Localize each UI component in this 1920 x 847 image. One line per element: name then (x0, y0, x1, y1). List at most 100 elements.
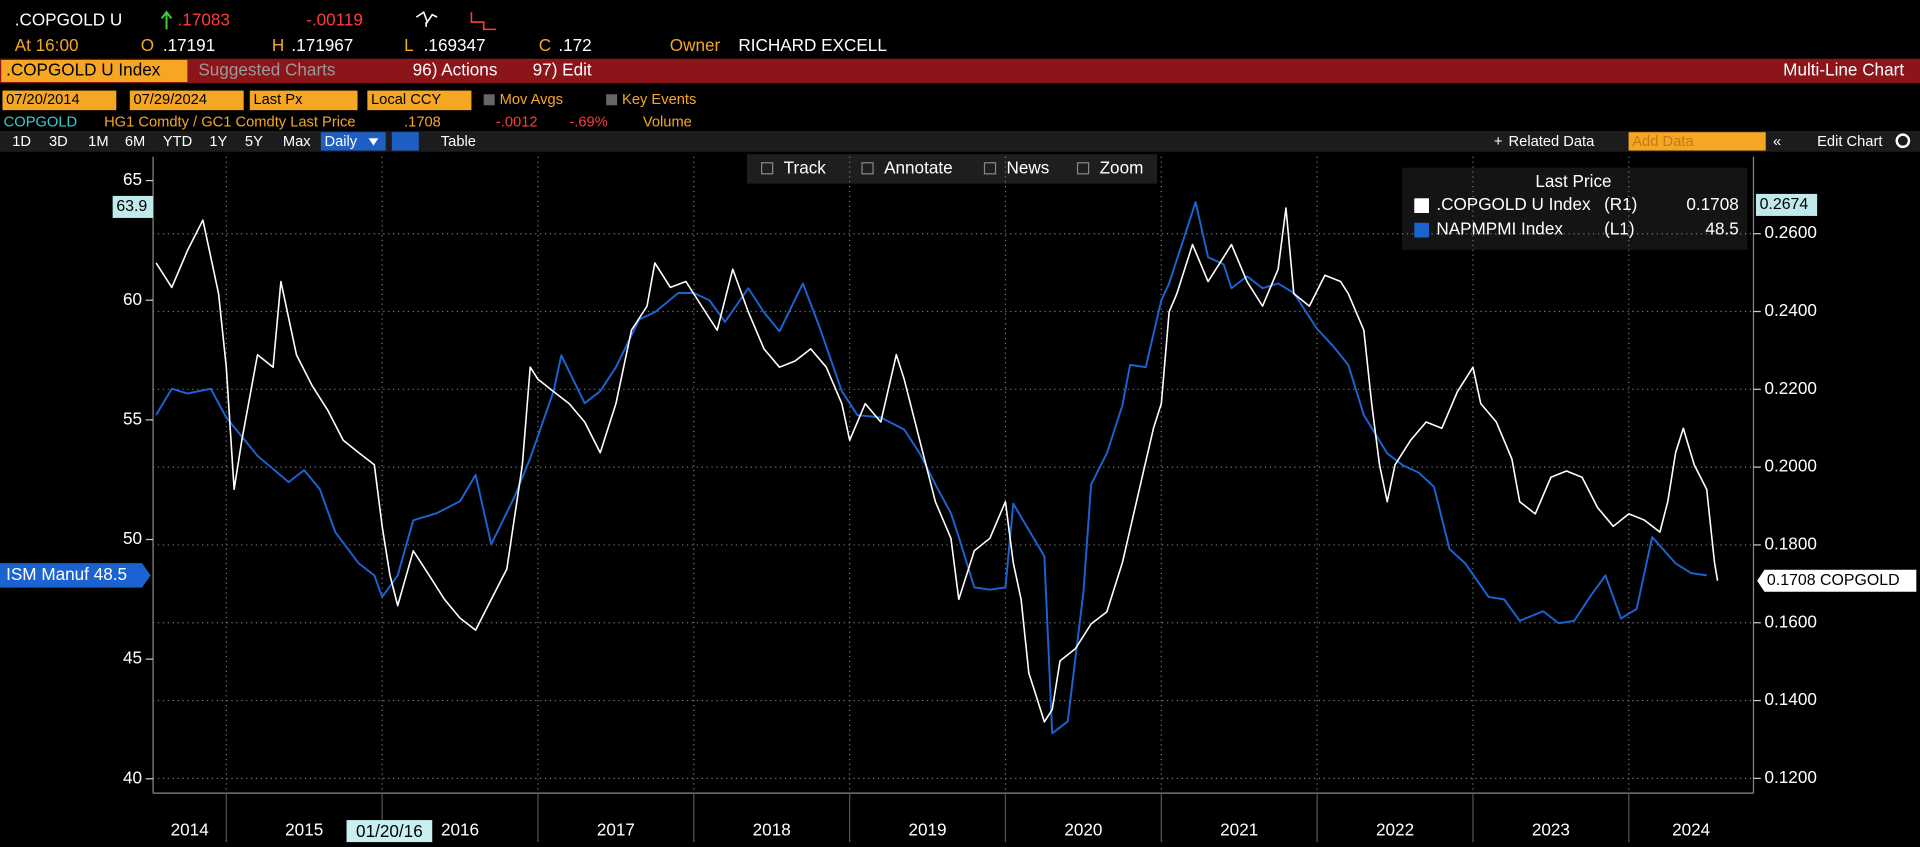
x-tick-label: 2023 (1532, 820, 1570, 840)
plot-area: 40 45 50 55 60 65 0.1200 0.1400 0.1600 0.1800 0.20… (0, 156, 1917, 843)
ccy-box[interactable] (367, 90, 472, 111)
description: HG1 Comdty / GC1 Comdty Last Price (104, 114, 355, 130)
ticker: .COPGOLD U (15, 9, 123, 29)
y-tick-label: 55 (123, 408, 142, 428)
y-tick-label: 40 (123, 767, 142, 787)
legend-axis-tag: (L1) (1604, 219, 1634, 239)
period-button[interactable]: YTD (163, 134, 192, 150)
legend-label: .COPGOLD U Index (1436, 194, 1591, 214)
sparkline-icon (470, 12, 496, 31)
up-arrow (160, 10, 173, 30)
info-price: .1708 (404, 114, 441, 130)
legend-swatch (1414, 198, 1429, 213)
security-name: COPGOLD (4, 114, 77, 130)
actions-menu[interactable]: 96) Actions (413, 60, 498, 80)
collapse-icon[interactable]: « (1773, 134, 1781, 150)
sparkline-icon (415, 11, 438, 27)
add-data-box[interactable] (1628, 132, 1766, 151)
tool-icon (861, 162, 874, 175)
y-tick-label: 60 (123, 289, 142, 309)
period-button[interactable]: 3D (49, 134, 68, 150)
x-tick-label: 2015 (285, 820, 323, 840)
x-tick-label: 2018 (753, 820, 791, 840)
edit-chart[interactable]: Edit Chart (1817, 134, 1882, 150)
chart-tool[interactable]: Annotate (884, 157, 953, 177)
mov-avgs[interactable]: Mov Avgs (500, 92, 563, 108)
legend-value: 48.5 (1705, 219, 1738, 239)
last-price: .17083 (178, 9, 230, 29)
y2-tick-label: 0.1400 (1764, 689, 1816, 709)
info-change: -.0012 (496, 114, 538, 130)
chart-icon[interactable] (391, 132, 419, 151)
dropdown-arrow (368, 138, 379, 146)
open-label: O (141, 35, 154, 55)
checkbox[interactable] (483, 94, 495, 106)
table-button[interactable]: Table (441, 134, 476, 150)
period-button[interactable]: 1M (88, 134, 108, 150)
date-label-box (346, 820, 433, 843)
end-label-box (1757, 569, 1917, 592)
suggested-charts[interactable]: Suggested Charts (198, 60, 335, 80)
add-data[interactable]: Add Data (1632, 134, 1694, 150)
currency[interactable]: Local CCY (371, 92, 441, 108)
x-tick-label: 2019 (908, 820, 946, 840)
y2-tick-label: 0.2400 (1764, 300, 1816, 320)
chart-tool[interactable]: Zoom (1100, 157, 1144, 177)
y2-tick-label: 0.1600 (1764, 611, 1816, 631)
frequency-box[interactable] (320, 132, 386, 151)
end-box[interactable] (129, 90, 244, 111)
x-tick-label: 2014 (171, 820, 210, 840)
series-line (155, 201, 1707, 735)
crosshair-right: 0.2674 (1760, 196, 1809, 213)
field-box[interactable] (249, 90, 358, 111)
chart-tool[interactable]: Track (784, 157, 827, 177)
end-date[interactable]: 07/29/2024 (133, 92, 207, 108)
period-bar (0, 130, 1920, 152)
start-box[interactable] (2, 90, 117, 111)
plus-icon: + (1494, 134, 1503, 150)
period-button[interactable]: 6M (125, 134, 145, 150)
related-data[interactable]: Related Data (1509, 134, 1596, 150)
close-value: .172 (558, 35, 591, 55)
low-label: L (404, 35, 414, 55)
crosshair-box (112, 195, 154, 218)
field[interactable]: Last Px (253, 92, 303, 108)
chart-kind: Multi-Line Chart (1783, 60, 1904, 80)
frequency[interactable]: Daily (324, 134, 357, 150)
crosshair-box (1755, 193, 1818, 216)
checkbox[interactable] (606, 94, 618, 106)
legend-label: NAPMPMI Index (1436, 219, 1563, 239)
security-field[interactable]: .COPGOLD U Index (6, 60, 161, 80)
crosshair-date: 01/20/16 (356, 821, 423, 841)
key-events[interactable]: Key Events (622, 92, 696, 108)
open-value: .17191 (163, 35, 215, 55)
y-tick-label: 50 (123, 528, 142, 548)
info-change-pct: -.69% (569, 114, 607, 130)
period-buttons: 1D 3D 1M 6M YTD 1Y 5Y Max (12, 134, 311, 150)
period-button[interactable]: Max (283, 134, 311, 150)
period-button[interactable]: 5Y (245, 134, 263, 150)
y2-tick-label: 0.2200 (1764, 378, 1816, 398)
x-tick-label: 2022 (1376, 820, 1414, 840)
toolbar-bar (0, 58, 1920, 84)
x-tick-label: 2021 (1220, 820, 1258, 840)
period-button[interactable]: 1D (12, 134, 31, 150)
crosshair-left: 63.9 (116, 198, 147, 215)
gear-icon[interactable] (1895, 133, 1911, 149)
legend-swatch (1414, 222, 1429, 238)
end-label-box (0, 563, 151, 588)
period-button[interactable]: 1Y (209, 134, 227, 150)
legend-box (1402, 167, 1748, 250)
security-box[interactable] (1, 59, 188, 83)
y2-tick-label: 0.1800 (1764, 533, 1816, 553)
x-tick-label: 2024 (1672, 820, 1711, 840)
x-tick-label: 2017 (597, 820, 635, 840)
y2-tick-label: 0.2600 (1764, 222, 1816, 242)
series-line (155, 207, 1719, 723)
y2-tick-label: 0.2000 (1764, 456, 1816, 476)
chart-tool[interactable]: News (1007, 157, 1050, 177)
legend-value: 0.1708 (1686, 194, 1738, 214)
edit-menu[interactable]: 97) Edit (533, 60, 592, 80)
start-date[interactable]: 07/20/2014 (6, 92, 80, 108)
